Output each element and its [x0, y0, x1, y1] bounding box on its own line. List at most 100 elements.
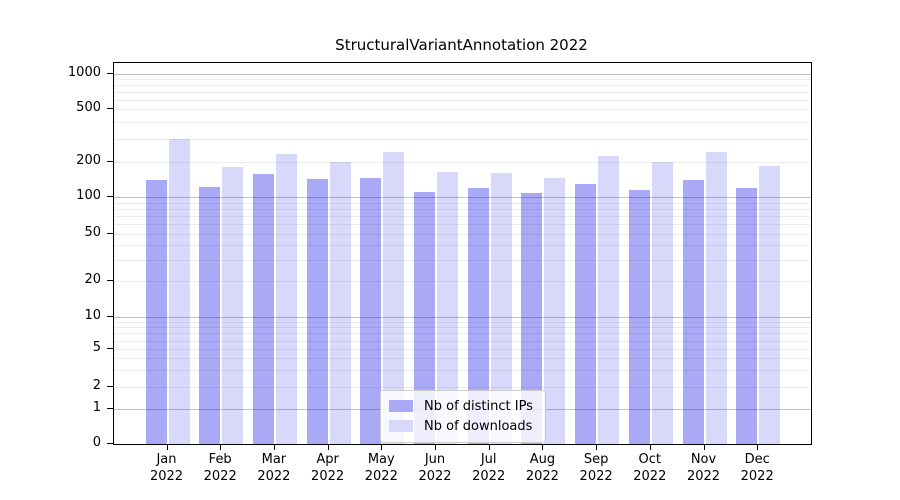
- y-tick-label-10: 10: [84, 307, 101, 323]
- minor-gridline-500: [114, 109, 811, 111]
- x-tick-mark-jan: [166, 444, 168, 450]
- bar-downloads-jan: [168, 139, 190, 444]
- legend-swatch-downloads: [389, 420, 413, 432]
- minor-gridline-400: [114, 122, 811, 124]
- minor-gridline-5: [114, 349, 811, 351]
- bar-downloads-may: [383, 152, 405, 444]
- minor-gridline-600: [114, 100, 811, 101]
- bar-distinct-ips-sep: [575, 183, 597, 444]
- x-tick-label-nov: Nov 2022: [686, 452, 721, 484]
- major-gridline-1000: [114, 74, 811, 75]
- minor-gridline-30: [114, 260, 811, 262]
- minor-gridline-7: [114, 333, 811, 335]
- x-tick-label-mar: Mar 2022: [257, 452, 291, 484]
- x-tick-mark-aug: [542, 444, 544, 450]
- minor-gridline-70: [114, 216, 811, 218]
- x-tick-label-apr: Apr 2022: [311, 452, 345, 484]
- x-tick-mark-sep: [596, 444, 598, 450]
- x-tick-mark-dec: [757, 444, 759, 450]
- y-tick-label-1: 1: [92, 400, 101, 416]
- y-tick-label-50: 50: [84, 224, 101, 240]
- y-tick-mark-100: [107, 196, 113, 198]
- bar-downloads-dec: [759, 165, 781, 444]
- minor-gridline-800: [114, 85, 811, 87]
- chart-title: StructuralVariantAnnotation 2022: [335, 36, 588, 54]
- minor-gridline-60: [114, 224, 811, 226]
- bar-distinct-ips-aug: [521, 192, 543, 444]
- y-tick-label-500: 500: [76, 100, 101, 116]
- x-tick-label-oct: Oct 2022: [633, 452, 667, 484]
- minor-gridline-900: [114, 79, 811, 81]
- minor-gridline-90: [114, 202, 811, 204]
- y-tick-mark-2: [107, 386, 113, 387]
- x-tick-label-feb: Feb 2022: [203, 452, 237, 484]
- legend-row-distinct-ips: Nb of distinct IPs: [389, 396, 535, 416]
- x-tick-mark-apr: [327, 444, 329, 450]
- legend-swatch-distinct-ips: [389, 400, 413, 412]
- y-tick-label-2: 2: [92, 378, 101, 393]
- x-tick-label-jul: Jul 2022: [472, 452, 506, 484]
- minor-gridline-300: [114, 138, 811, 140]
- bar-distinct-ips-oct: [628, 190, 650, 444]
- bar-downloads-mar: [275, 153, 297, 444]
- x-tick-mark-oct: [649, 444, 651, 450]
- x-tick-label-dec: Dec 2022: [740, 452, 774, 484]
- x-tick-mark-mar: [273, 444, 275, 450]
- plot-area: Nb of distinct IPs Nb of downloads: [113, 62, 812, 445]
- x-tick-label-sep: Sep 2022: [579, 452, 613, 484]
- y-tick-mark-10: [107, 315, 113, 317]
- minor-gridline-700: [114, 92, 811, 94]
- x-tick-mark-nov: [703, 444, 705, 450]
- bar-distinct-ips-mar: [252, 174, 274, 444]
- y-tick-mark-50: [107, 232, 113, 234]
- bar-distinct-ips-jul: [467, 187, 489, 444]
- major-gridline-100: [114, 197, 811, 199]
- minor-gridline-40: [114, 245, 811, 247]
- y-tick-label-5: 5: [92, 340, 101, 356]
- bar-downloads-jul: [490, 172, 512, 444]
- y-tick-mark-1000: [107, 73, 113, 74]
- minor-gridline-2: [114, 387, 811, 388]
- legend: Nb of distinct IPs Nb of downloads: [380, 390, 546, 443]
- bar-distinct-ips-jun: [414, 191, 435, 444]
- y-tick-mark-5: [107, 348, 113, 350]
- y-tick-mark-500: [107, 108, 113, 110]
- major-gridline-10: [114, 316, 811, 318]
- y-tick-mark-20: [107, 280, 113, 281]
- minor-gridline-200: [114, 161, 811, 163]
- grid-layer: [114, 63, 811, 444]
- bar-downloads-aug: [544, 177, 566, 444]
- x-tick-label-may: May 2022: [364, 452, 398, 484]
- x-tick-label-jan: Jan 2022: [149, 452, 184, 484]
- x-tick-mark-jun: [435, 444, 436, 450]
- bar-distinct-ips-dec: [736, 187, 758, 444]
- bar-downloads-feb: [222, 166, 244, 444]
- legend-label-downloads: Nb of downloads: [424, 418, 533, 434]
- bar-downloads-jun: [437, 171, 458, 444]
- bar-distinct-ips-feb: [199, 186, 221, 444]
- bar-distinct-ips-jan: [145, 180, 167, 444]
- bars-layer: [114, 63, 811, 444]
- bar-distinct-ips-may: [360, 177, 382, 444]
- x-tick-mark-feb: [220, 444, 222, 450]
- y-tick-label-0: 0: [92, 435, 101, 450]
- y-tick-mark-200: [107, 160, 113, 162]
- minor-gridline-20: [114, 281, 811, 282]
- y-tick-mark-0: [107, 443, 113, 444]
- legend-label-distinct-ips: Nb of distinct IPs: [424, 398, 533, 414]
- y-tick-label-200: 200: [76, 152, 101, 168]
- bar-distinct-ips-nov: [682, 180, 704, 444]
- bar-downloads-nov: [705, 151, 727, 444]
- minor-gridline-6: [114, 340, 811, 342]
- x-tick-mark-may: [381, 444, 383, 450]
- y-tick-mark-1: [107, 408, 113, 410]
- x-tick-label-jun: Jun 2022: [418, 452, 452, 484]
- x-tick-label-aug: Aug 2022: [525, 452, 559, 484]
- x-tick-mark-jul: [488, 444, 490, 450]
- bar-downloads-sep: [598, 156, 620, 444]
- minor-gridline-3: [114, 370, 811, 372]
- minor-gridline-4: [114, 358, 811, 360]
- bar-downloads-oct: [651, 162, 673, 444]
- y-tick-label-1000: 1000: [67, 65, 101, 80]
